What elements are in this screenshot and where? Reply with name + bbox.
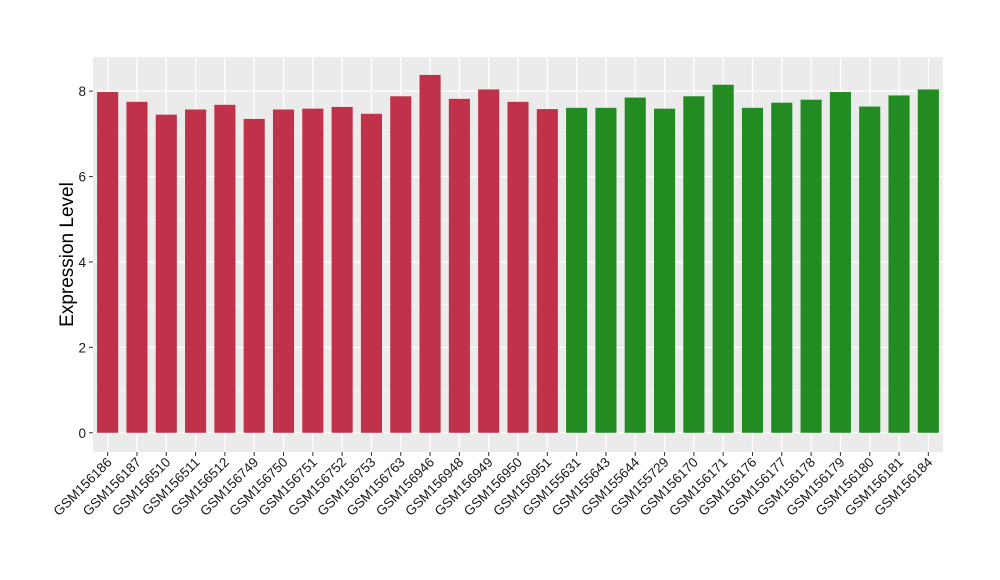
bar-GSM156753 [360,113,382,433]
bar-GSM156178 [800,99,822,433]
y-tick-label: 2 [78,340,86,355]
bar-GSM156949 [478,89,500,433]
bar-GSM156750 [272,109,295,433]
bar-GSM156171 [712,84,734,433]
bar-GSM156751 [302,108,324,433]
bar-GSM156177 [771,102,793,433]
y-tick-label: 6 [78,170,86,185]
bar-GSM156511 [185,109,207,433]
y-axis: 0 2 4 6 8 [78,84,93,441]
bar-GSM156763 [390,96,412,433]
bars [97,74,939,433]
bar-GSM156180 [859,106,881,433]
bar-GSM155631 [566,107,588,433]
bar-GSM156184 [917,89,939,433]
bar-GSM156170 [683,96,705,433]
bar-GSM156176 [741,107,764,433]
bar-GSM155643 [595,107,617,433]
bar-GSM156187 [126,101,148,433]
y-tick-label: 8 [78,84,86,99]
bar-GSM156179 [829,92,851,433]
x-axis: GSM156186GSM156187GSM156510GSM156511GSM1… [51,452,936,519]
y-tick-label: 0 [78,426,86,441]
bar-GSM156752 [331,106,353,433]
bar-GSM156181 [888,95,910,433]
y-tick-label: 4 [78,255,86,270]
bar-GSM156510 [155,114,177,433]
bar-GSM156951 [536,109,558,433]
bar-GSM156950 [507,101,529,433]
bar-GSM156948 [448,98,470,433]
bar-GSM156946 [419,74,441,433]
bar-GSM155729 [654,108,676,433]
bar-GSM155644 [624,97,646,433]
y-axis-title: Expression Level [57,182,78,327]
bar-GSM156749 [243,118,265,433]
bar-GSM156186 [97,92,119,433]
bar-GSM156512 [214,104,236,433]
